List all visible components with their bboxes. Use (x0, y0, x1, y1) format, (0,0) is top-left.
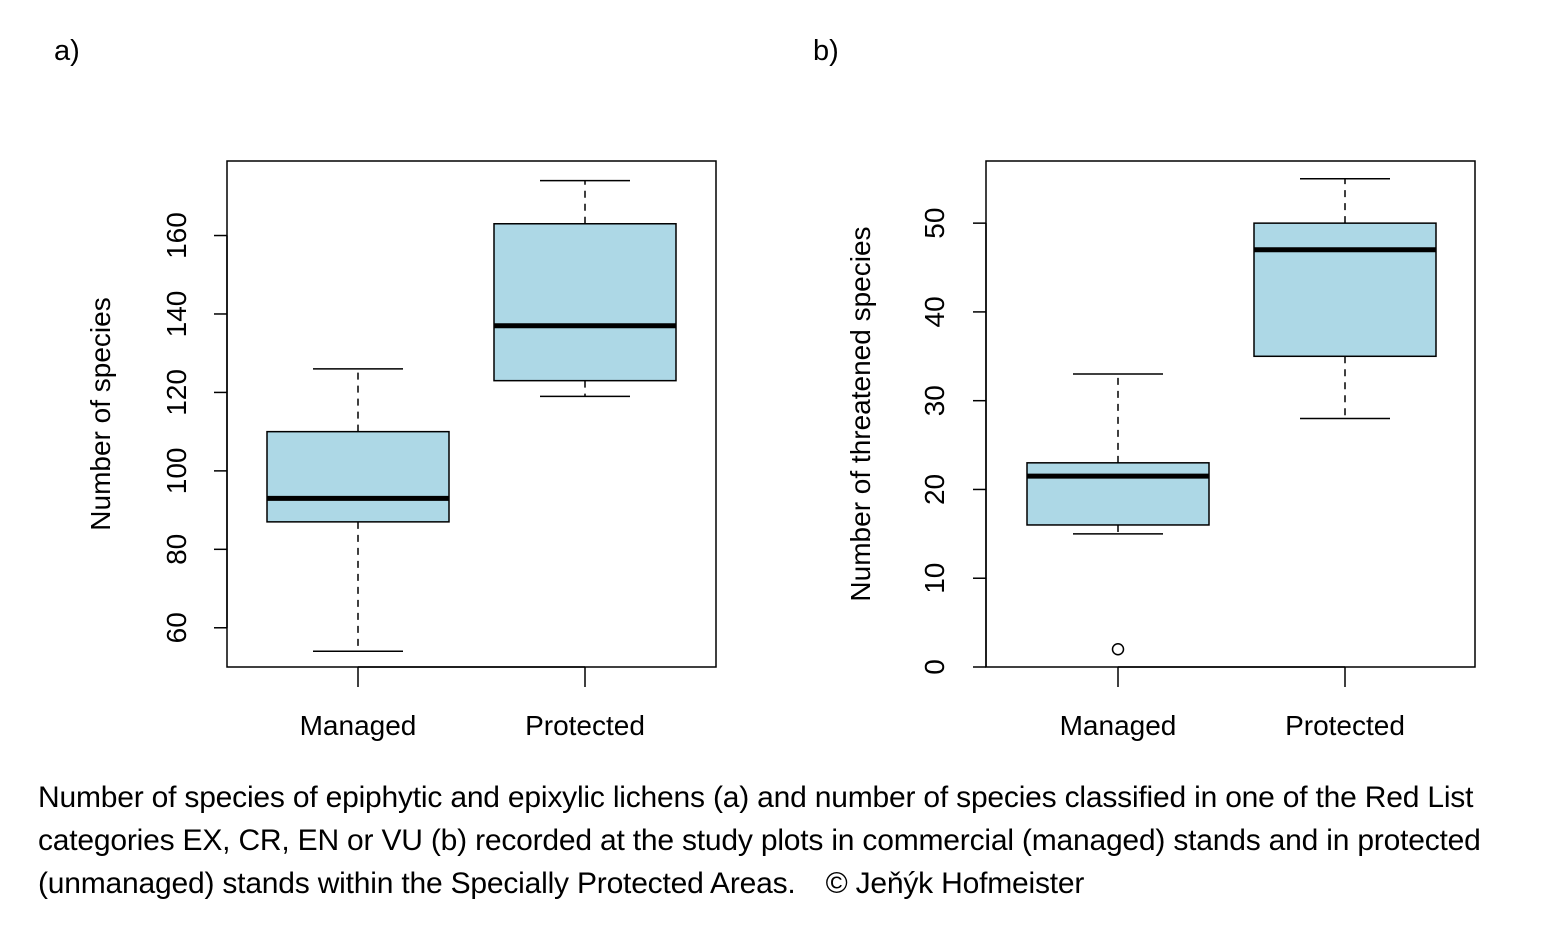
panel-a: a) 60 80 100 120 140 160 Number of species Manag… (54, 35, 717, 741)
iqr-box (493, 223, 677, 382)
caption-credit: © Jeňýk Hofmeister (825, 867, 1085, 900)
y-axis-title: Number of species (85, 297, 116, 530)
y-axis-title: Number of threatened species (845, 226, 876, 601)
box-protected (1253, 178, 1437, 420)
outlier-point (1111, 642, 1125, 656)
iqr-box (266, 430, 450, 523)
box-protected (493, 179, 677, 398)
y-tick-label: 10 (919, 563, 950, 594)
x-category-label: Managed (300, 710, 417, 741)
y-tick-label: 160 (161, 212, 192, 259)
y-tick-label: 50 (919, 208, 950, 239)
y-tick-label: 20 (919, 474, 950, 505)
y-tick-label: 30 (919, 385, 950, 416)
y-tick-label: 0 (919, 659, 950, 675)
x-category-label: Protected (1285, 710, 1405, 741)
iqr-box (1026, 462, 1210, 526)
y-tick-label: 140 (161, 291, 192, 338)
iqr-box (1253, 222, 1437, 358)
panel-label: a) (54, 35, 80, 67)
y-tick-label: 120 (161, 369, 192, 416)
panel-label: b) (813, 35, 839, 67)
box-managed (266, 368, 450, 653)
box-managed (1026, 373, 1210, 656)
y-tick-label: 60 (161, 612, 192, 643)
caption-text: Number of species of epiphytic and epixy… (38, 781, 1481, 900)
panel-b: b) 0 10 20 30 40 50 Number of threatened specie… (813, 35, 1476, 741)
x-category-label: Managed (1060, 710, 1177, 741)
y-tick-label: 40 (919, 296, 950, 327)
y-tick-label: 80 (161, 534, 192, 565)
x-category-label: Protected (525, 710, 645, 741)
figure-caption: Number of species of epiphytic and epixy… (38, 776, 1518, 905)
y-tick-label: 100 (161, 448, 192, 495)
